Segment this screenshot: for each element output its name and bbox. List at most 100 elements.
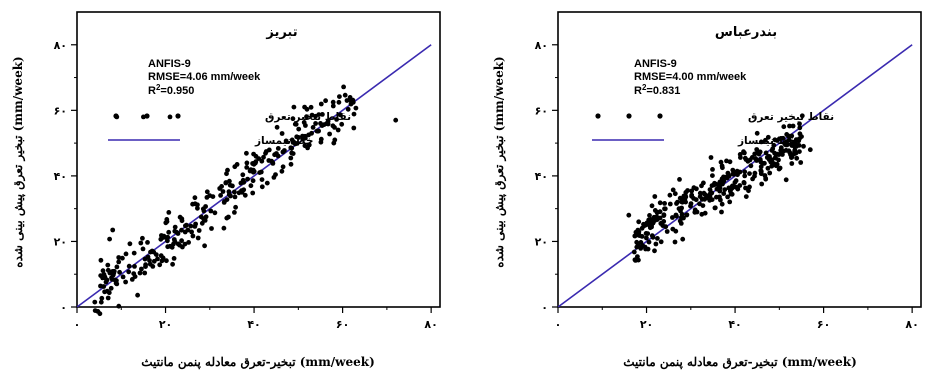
data-point xyxy=(271,175,277,180)
data-point xyxy=(331,140,337,146)
data-point xyxy=(266,158,272,163)
data-point xyxy=(179,218,185,224)
data-point xyxy=(667,201,673,207)
x-axis-label: (mm/week) تبخیر-تعرق معادله پنمن مانتیث xyxy=(141,355,375,370)
y-tick-label: ۶۰ xyxy=(535,104,548,117)
data-point xyxy=(232,164,238,170)
data-point xyxy=(341,84,346,90)
r2-prefix: R xyxy=(634,85,642,97)
data-point xyxy=(244,150,249,156)
x-axis-ticks: ۰ ۲۰ ۴۰ ۶۰ ۸۰ xyxy=(74,307,438,331)
data-point xyxy=(240,172,246,178)
data-point xyxy=(245,176,251,182)
data-point xyxy=(135,292,141,298)
data-point xyxy=(192,224,198,229)
data-point xyxy=(164,258,169,264)
data-point xyxy=(250,190,256,196)
data-point xyxy=(677,177,682,182)
chart-panel-tabriz: ۰ ۲۰ ۴۰ ۶۰ ۸۰ ۰ ۲۰ ۴۰ ۶۰ ۸۰ تبریز ANFIS-9 RMSE=4… xyxy=(11,11,441,370)
data-point xyxy=(647,213,652,218)
data-point xyxy=(171,241,176,247)
data-point xyxy=(680,236,686,242)
data-point xyxy=(789,133,795,139)
data-point xyxy=(259,177,265,183)
data-point xyxy=(261,154,266,160)
data-point xyxy=(149,248,155,254)
data-point xyxy=(657,200,663,206)
data-point xyxy=(190,233,196,239)
data-point xyxy=(754,130,760,136)
data-point xyxy=(675,199,680,205)
data-point xyxy=(323,98,328,104)
data-point xyxy=(336,99,342,105)
data-point xyxy=(337,94,342,99)
data-point xyxy=(779,150,785,156)
data-point xyxy=(342,92,348,98)
y-tick-label: ۸۰ xyxy=(535,39,548,52)
data-point xyxy=(327,131,332,137)
data-point xyxy=(678,208,683,214)
data-point xyxy=(735,186,741,192)
data-point xyxy=(702,196,707,202)
data-point xyxy=(292,121,298,127)
data-point xyxy=(239,188,244,194)
data-point xyxy=(248,183,254,189)
data-point xyxy=(138,240,144,246)
data-point xyxy=(350,99,356,105)
data-point xyxy=(116,303,122,309)
data-point xyxy=(634,244,640,250)
data-point xyxy=(166,210,172,215)
data-point xyxy=(777,136,782,142)
data-point xyxy=(780,135,786,141)
data-point xyxy=(783,177,789,183)
data-point xyxy=(759,181,765,187)
data-point xyxy=(667,192,673,198)
data-point xyxy=(145,240,150,245)
data-point xyxy=(137,270,143,276)
data-point xyxy=(672,239,678,245)
data-point xyxy=(743,185,748,191)
data-point xyxy=(174,229,179,235)
data-point xyxy=(233,204,239,210)
data-point xyxy=(232,210,237,215)
data-point xyxy=(304,106,310,112)
data-point xyxy=(709,183,715,189)
data-point xyxy=(694,186,699,192)
data-point xyxy=(102,274,108,280)
data-point xyxy=(296,126,302,132)
data-point xyxy=(195,205,200,211)
data-point xyxy=(719,209,724,215)
data-point xyxy=(158,253,164,259)
data-point xyxy=(719,163,725,169)
data-point xyxy=(259,158,265,164)
data-point xyxy=(242,192,248,198)
data-point xyxy=(171,237,177,242)
data-point xyxy=(636,219,642,225)
data-point xyxy=(126,263,132,269)
data-point xyxy=(264,180,270,186)
r2-prefix: R xyxy=(148,85,156,97)
data-point xyxy=(694,209,700,215)
data-point xyxy=(763,150,769,156)
rmse-value: RMSE=4.00 mm/week xyxy=(634,71,747,83)
data-point xyxy=(227,182,233,188)
data-point xyxy=(179,227,184,233)
data-point xyxy=(253,160,258,166)
data-point xyxy=(758,168,764,173)
data-point xyxy=(345,106,351,112)
data-point xyxy=(724,175,730,181)
data-point xyxy=(662,201,667,206)
data-point xyxy=(202,243,208,249)
data-point xyxy=(275,146,281,151)
data-point xyxy=(98,257,104,263)
data-point xyxy=(777,165,783,171)
data-point xyxy=(769,148,775,153)
data-point xyxy=(797,121,802,127)
data-point xyxy=(664,229,670,234)
plot-frame xyxy=(557,11,922,308)
y-tick-label: ۴۰ xyxy=(54,170,67,183)
data-point xyxy=(757,157,763,162)
data-point xyxy=(351,125,357,131)
data-point xyxy=(279,131,285,136)
data-point xyxy=(639,234,645,239)
